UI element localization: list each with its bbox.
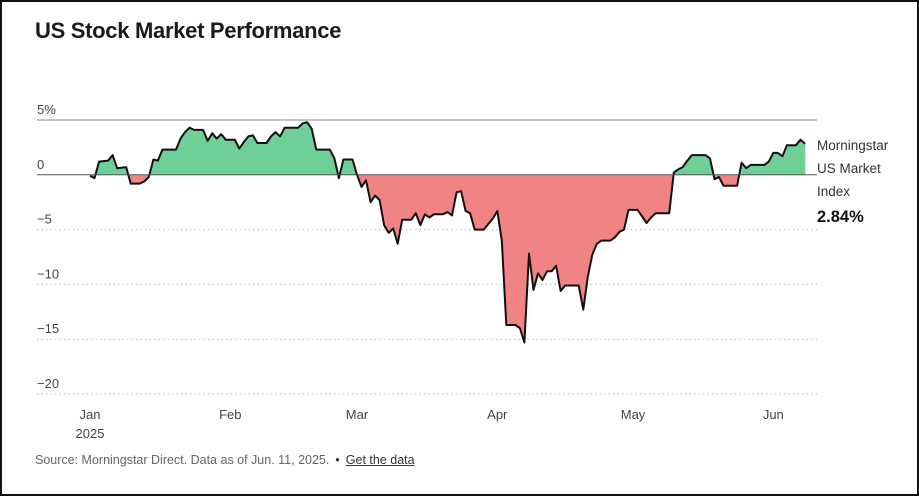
y-tick-label: 0 — [37, 157, 44, 172]
index-line — [89, 121, 806, 344]
y-tick-label: −10 — [37, 266, 59, 281]
y-tick-label: −20 — [37, 376, 59, 391]
x-tick-label: Feb — [219, 407, 241, 422]
y-tick-label: −15 — [37, 321, 59, 336]
series-label: Index — [817, 184, 850, 199]
x-tick-label: Apr — [487, 407, 508, 422]
performance-chart: 5% −5 −10 −15 −20 0 Jan 2025 Feb Mar Apr May Jun Morn… — [37, 102, 889, 441]
grid-layer — [37, 119, 817, 395]
negative-area — [89, 174, 740, 343]
series-label: US Market — [817, 161, 881, 176]
x-tick-label: Jun — [763, 407, 784, 422]
label-layer: 5% −5 −10 −15 −20 0 Jan 2025 Feb Mar Apr May Jun Morn… — [37, 102, 889, 441]
source-note: Source: Morningstar Direct. Data as of J… — [35, 453, 330, 467]
separator-dot: • — [335, 453, 340, 467]
get-the-data-link[interactable]: Get the data — [345, 453, 415, 467]
chart-title: US Stock Market Performance — [35, 18, 342, 43]
x-tick-label: Mar — [346, 407, 369, 422]
series-label: Morningstar — [817, 138, 889, 153]
line-layer — [89, 121, 806, 344]
end-value-label: 2.84% — [817, 208, 864, 226]
x-tick-label: Jan — [80, 407, 101, 422]
x-tick-sublabel: 2025 — [76, 426, 105, 441]
y-tick-label: −5 — [37, 212, 52, 227]
x-tick-label: May — [621, 407, 646, 422]
y-tick-label: 5% — [37, 102, 56, 117]
footer: Source: Morningstar Direct. Data as of J… — [35, 453, 415, 467]
